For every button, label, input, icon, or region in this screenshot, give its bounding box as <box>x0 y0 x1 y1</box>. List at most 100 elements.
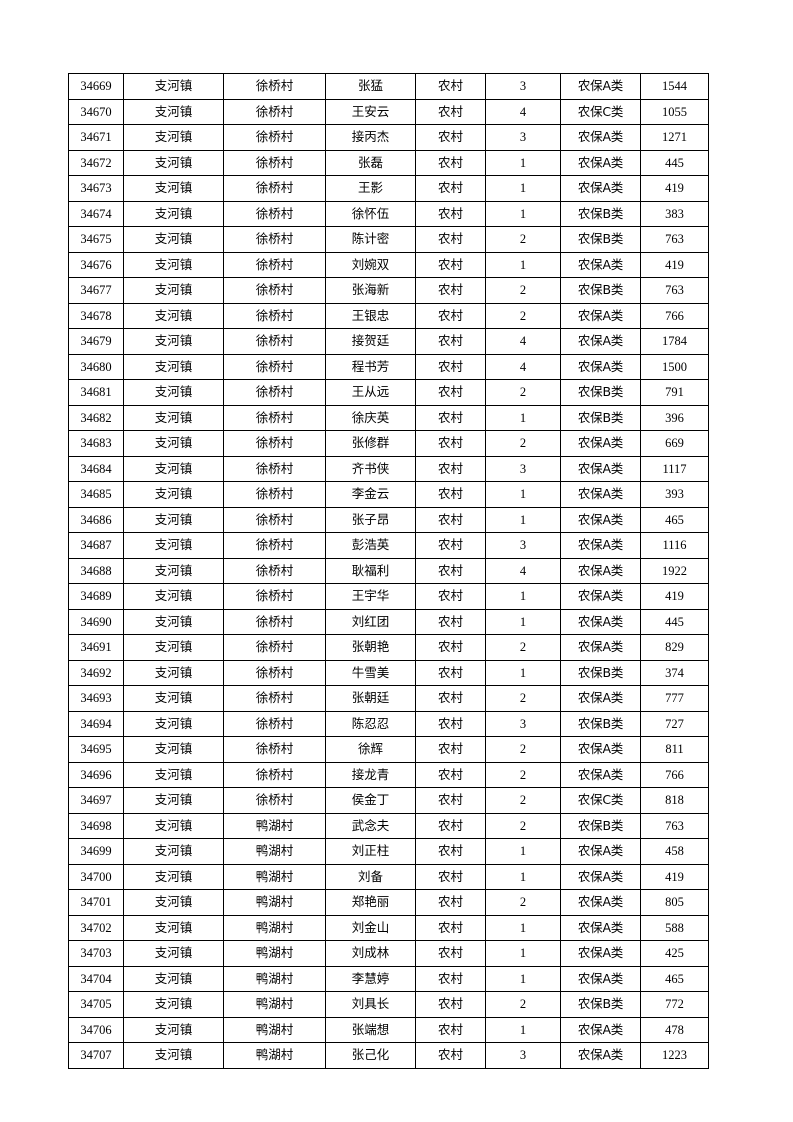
cell-household-type: 农村 <box>415 634 486 661</box>
cell-amount: 811 <box>640 736 709 763</box>
cell-persons: 3 <box>485 455 561 482</box>
cell-name: 郑艳丽 <box>325 889 416 916</box>
cell-id: 34682 <box>68 404 124 431</box>
cell-town: 支河镇 <box>123 1016 224 1043</box>
cell-category: 农保B类 <box>560 200 641 227</box>
cell-category: 农保B类 <box>560 812 641 839</box>
cell-name: 徐怀伍 <box>325 200 416 227</box>
cell-category: 农保A类 <box>560 965 641 992</box>
cell-village: 鸭湖村 <box>223 838 326 865</box>
subsidy-records-table: 34669 支河镇 徐桥村 张猛 农村 3 农保A类 1544 34670 支河镇 徐桥村 王安云 农村… <box>68 73 709 1069</box>
cell-amount: 829 <box>640 634 709 661</box>
table-row: 34670 支河镇 徐桥村 王安云 农村 4 农保C类 1055 <box>68 98 709 125</box>
cell-household-type: 农村 <box>415 175 486 202</box>
cell-name: 齐书侠 <box>325 455 416 482</box>
cell-town: 支河镇 <box>123 965 224 992</box>
cell-town: 支河镇 <box>123 685 224 712</box>
cell-village: 徐桥村 <box>223 710 326 737</box>
cell-household-type: 农村 <box>415 761 486 788</box>
cell-category: 农保A类 <box>560 940 641 967</box>
cell-amount: 478 <box>640 1016 709 1043</box>
cell-village: 徐桥村 <box>223 659 326 686</box>
cell-persons: 4 <box>485 328 561 355</box>
cell-village: 鸭湖村 <box>223 1016 326 1043</box>
cell-town: 支河镇 <box>123 557 224 584</box>
cell-persons: 3 <box>485 710 561 737</box>
cell-name: 接贺廷 <box>325 328 416 355</box>
cell-category: 农保A类 <box>560 302 641 329</box>
cell-town: 支河镇 <box>123 761 224 788</box>
cell-town: 支河镇 <box>123 787 224 814</box>
cell-id: 34671 <box>68 124 124 151</box>
cell-category: 农保A类 <box>560 149 641 176</box>
cell-amount: 766 <box>640 761 709 788</box>
cell-town: 支河镇 <box>123 455 224 482</box>
cell-amount: 669 <box>640 430 709 457</box>
cell-id: 34698 <box>68 812 124 839</box>
cell-village: 徐桥村 <box>223 200 326 227</box>
cell-household-type: 农村 <box>415 430 486 457</box>
cell-household-type: 农村 <box>415 838 486 865</box>
cell-amount: 419 <box>640 251 709 278</box>
cell-village: 徐桥村 <box>223 455 326 482</box>
cell-id: 34699 <box>68 838 124 865</box>
cell-category: 农保A类 <box>560 481 641 508</box>
table-row: 34687 支河镇 徐桥村 彭浩英 农村 3 农保A类 1116 <box>68 532 709 559</box>
cell-amount: 419 <box>640 175 709 202</box>
cell-village: 徐桥村 <box>223 124 326 151</box>
cell-town: 支河镇 <box>123 812 224 839</box>
cell-category: 农保B类 <box>560 404 641 431</box>
cell-name: 刘具长 <box>325 991 416 1018</box>
cell-household-type: 农村 <box>415 608 486 635</box>
cell-household-type: 农村 <box>415 685 486 712</box>
cell-household-type: 农村 <box>415 251 486 278</box>
table-row: 34679 支河镇 徐桥村 接贺廷 农村 4 农保A类 1784 <box>68 328 709 355</box>
cell-household-type: 农村 <box>415 379 486 406</box>
cell-name: 耿福利 <box>325 557 416 584</box>
cell-category: 农保A类 <box>560 1016 641 1043</box>
cell-category: 农保B类 <box>560 379 641 406</box>
cell-village: 徐桥村 <box>223 404 326 431</box>
cell-village: 徐桥村 <box>223 608 326 635</box>
cell-town: 支河镇 <box>123 200 224 227</box>
cell-household-type: 农村 <box>415 557 486 584</box>
cell-household-type: 农村 <box>415 124 486 151</box>
cell-name: 刘金山 <box>325 914 416 941</box>
cell-id: 34706 <box>68 1016 124 1043</box>
cell-persons: 2 <box>485 226 561 253</box>
cell-name: 张朝艳 <box>325 634 416 661</box>
cell-persons: 2 <box>485 277 561 304</box>
cell-village: 徐桥村 <box>223 583 326 610</box>
cell-category: 农保A类 <box>560 889 641 916</box>
cell-name: 王从远 <box>325 379 416 406</box>
cell-household-type: 农村 <box>415 965 486 992</box>
cell-amount: 445 <box>640 608 709 635</box>
table-row: 34696 支河镇 徐桥村 接龙青 农村 2 农保A类 766 <box>68 761 709 788</box>
cell-household-type: 农村 <box>415 583 486 610</box>
cell-id: 34676 <box>68 251 124 278</box>
cell-name: 张朝廷 <box>325 685 416 712</box>
cell-id: 34679 <box>68 328 124 355</box>
cell-household-type: 农村 <box>415 940 486 967</box>
cell-name: 张己化 <box>325 1042 416 1069</box>
cell-persons: 2 <box>485 379 561 406</box>
cell-amount: 465 <box>640 965 709 992</box>
cell-id: 34687 <box>68 532 124 559</box>
cell-village: 鸭湖村 <box>223 940 326 967</box>
cell-category: 农保A类 <box>560 863 641 890</box>
cell-id: 34669 <box>68 73 124 100</box>
table-row: 34689 支河镇 徐桥村 王宇华 农村 1 农保A类 419 <box>68 583 709 610</box>
cell-village: 徐桥村 <box>223 302 326 329</box>
cell-category: 农保A类 <box>560 251 641 278</box>
cell-persons: 1 <box>485 965 561 992</box>
cell-town: 支河镇 <box>123 659 224 686</box>
cell-village: 鸭湖村 <box>223 863 326 890</box>
cell-amount: 763 <box>640 226 709 253</box>
cell-amount: 1544 <box>640 73 709 100</box>
cell-town: 支河镇 <box>123 583 224 610</box>
cell-amount: 1500 <box>640 353 709 380</box>
cell-category: 农保A类 <box>560 430 641 457</box>
cell-village: 徐桥村 <box>223 226 326 253</box>
cell-persons: 4 <box>485 557 561 584</box>
cell-name: 侯金丁 <box>325 787 416 814</box>
